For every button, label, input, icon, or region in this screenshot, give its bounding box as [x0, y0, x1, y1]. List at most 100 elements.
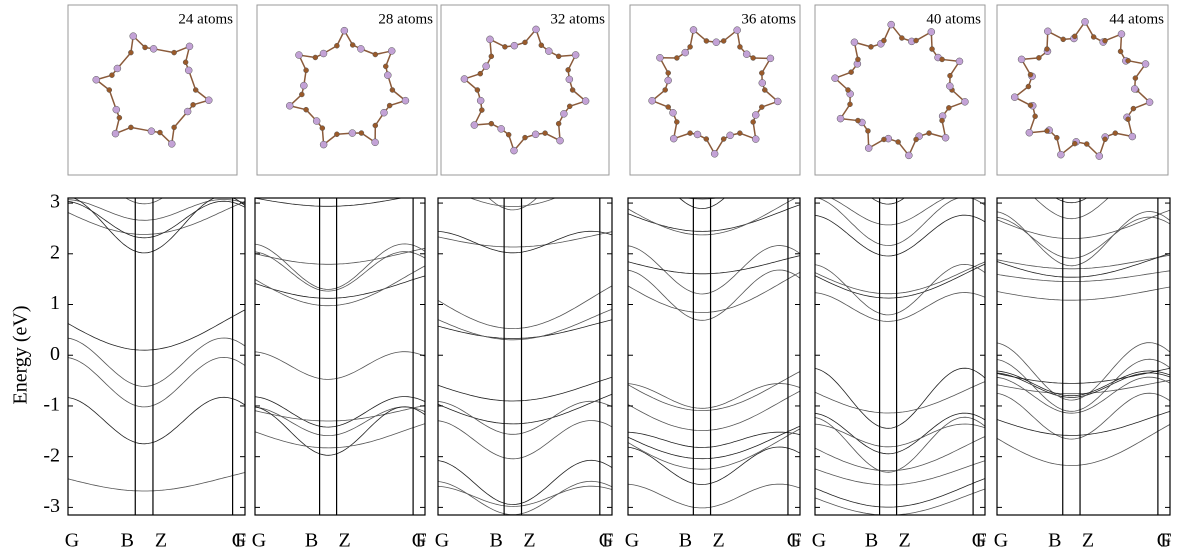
panel-title: 28 atoms	[378, 11, 433, 27]
band-curve	[628, 204, 800, 232]
phosphorus-atom	[1044, 27, 1052, 36]
band-curve	[469, 198, 557, 207]
atom	[386, 102, 393, 109]
band-curve	[997, 358, 1170, 412]
atom	[1025, 83, 1032, 90]
atom	[665, 104, 671, 110]
phosphorus-atom	[348, 129, 357, 137]
atom	[109, 72, 115, 78]
band-curve	[997, 270, 1170, 282]
k-label: Z	[523, 530, 535, 552]
y-tick-label: -1	[43, 394, 60, 416]
k-label: B	[865, 530, 878, 552]
atom	[750, 55, 756, 61]
band-curve	[877, 198, 899, 199]
k-label: G	[252, 530, 266, 552]
phosphorus-atom	[300, 81, 308, 90]
phosphorus-atom	[774, 97, 782, 106]
atom	[929, 46, 935, 52]
atom	[1044, 128, 1050, 134]
band-curve	[1055, 198, 1088, 204]
structure-box	[814, 4, 986, 176]
atom	[674, 119, 680, 125]
k-label: Z	[1082, 530, 1094, 552]
k-label: B	[489, 530, 502, 552]
atom	[939, 117, 945, 124]
atom	[899, 35, 905, 41]
atom	[128, 49, 134, 56]
atom	[319, 125, 326, 131]
band-curve	[438, 400, 612, 435]
k-label: F	[790, 530, 801, 552]
atom	[477, 70, 484, 77]
k-label: G	[994, 530, 1008, 552]
phosphorus-atom	[1130, 85, 1139, 93]
phosphorus-atom	[955, 57, 964, 66]
atom	[142, 44, 148, 51]
band-curve	[997, 286, 1170, 301]
phosphorus-atom	[371, 138, 379, 147]
atom	[182, 59, 189, 66]
atom	[703, 38, 710, 44]
phosphorus-atom	[927, 28, 936, 36]
phosphorus-atom	[168, 140, 176, 148]
band-curve	[815, 412, 985, 455]
band-curve	[815, 261, 985, 295]
band-curve	[997, 209, 1170, 239]
phosphorus-atom	[185, 42, 194, 51]
band-curve	[871, 198, 905, 205]
atom	[171, 124, 177, 131]
y-tick-label: -3	[43, 495, 60, 517]
atom	[1102, 136, 1108, 143]
band-curve	[997, 370, 1170, 397]
band-curve	[628, 245, 800, 295]
band-curve	[438, 308, 612, 341]
band-panel	[438, 198, 612, 515]
phosphorus-atom	[149, 45, 158, 53]
k-label: G	[599, 530, 613, 552]
phosphorus-atom	[1025, 128, 1034, 137]
atom	[565, 67, 571, 73]
band-curve	[438, 485, 612, 507]
phosphorus-atom	[497, 125, 505, 133]
atom	[299, 91, 305, 98]
atom	[312, 54, 319, 61]
band-curve	[815, 263, 985, 316]
y-tick-label: 0	[50, 343, 60, 365]
atom	[939, 56, 945, 63]
phosphorus-atom	[648, 96, 656, 105]
phosphorus-atom	[319, 140, 328, 149]
phosphorus-atom	[831, 74, 839, 82]
band-curve	[628, 371, 800, 411]
phosphorus-atom	[758, 79, 767, 87]
atom	[662, 87, 668, 93]
phosphorus-atom	[1141, 60, 1150, 68]
k-label: Z	[338, 530, 350, 552]
phosphorus-atom	[184, 66, 193, 75]
y-tick-label: 3	[50, 191, 60, 213]
k-label: Z	[712, 530, 724, 552]
k-label: B	[679, 530, 692, 552]
atom	[1083, 141, 1090, 147]
phosphorus-atom	[887, 20, 895, 29]
atom	[566, 103, 573, 110]
atom	[106, 87, 113, 93]
k-label: G	[972, 530, 986, 552]
phosphorus-atom	[112, 105, 121, 114]
band-curve	[815, 416, 985, 473]
band-curve	[438, 285, 612, 330]
structure-box	[996, 4, 1169, 176]
phosphorus-atom	[319, 49, 328, 58]
band-curve	[815, 367, 985, 429]
phosphorus-atom	[312, 117, 321, 125]
atom	[334, 42, 340, 49]
atom	[845, 87, 851, 93]
phosphorus-atom	[486, 35, 494, 44]
atom	[687, 130, 693, 136]
band-curve	[438, 420, 612, 460]
band-curve	[628, 446, 800, 485]
atom	[703, 136, 710, 142]
atom	[372, 51, 379, 58]
phosphorus-atom	[1081, 18, 1089, 26]
atom	[1072, 140, 1078, 147]
